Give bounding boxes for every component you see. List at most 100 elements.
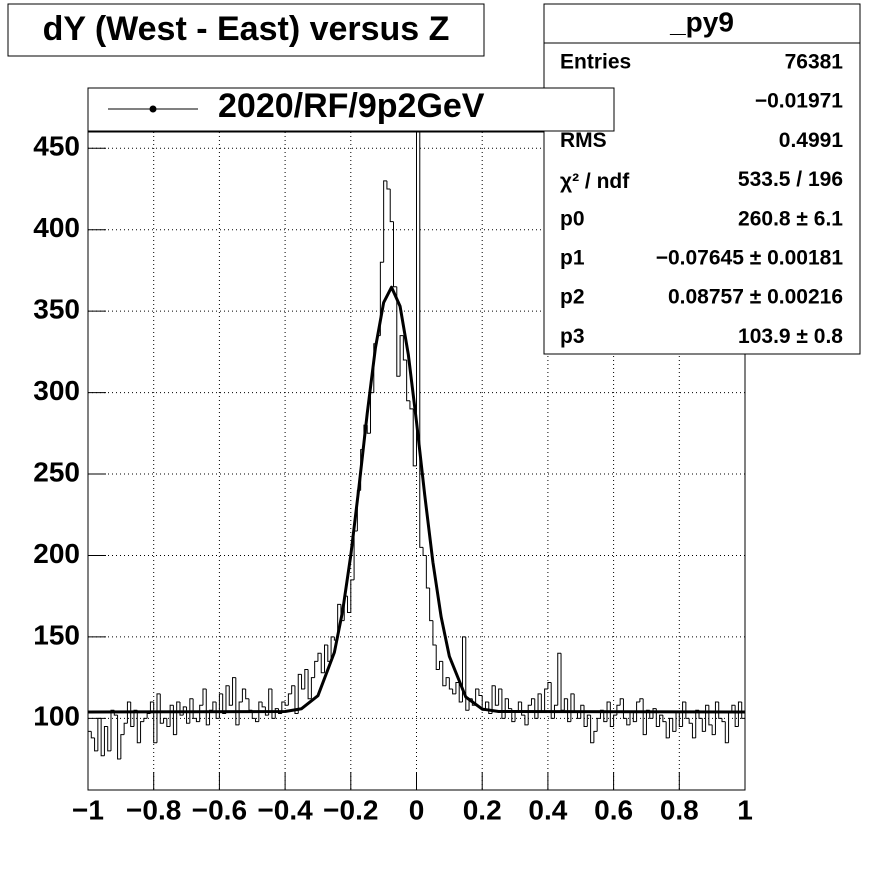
histogram-bin [232, 677, 236, 706]
histogram-bin [126, 701, 131, 724]
histogram-bin [110, 709, 115, 751]
histogram-bin [425, 555, 430, 589]
stats-label: p3 [560, 325, 585, 348]
histogram-bin [149, 701, 154, 714]
histogram-bin [202, 688, 207, 706]
histogram-bin [271, 689, 276, 719]
histogram-bin [120, 734, 125, 760]
stats-value: 103.9 ± 0.8 [738, 325, 843, 348]
histogram-bin [685, 702, 690, 719]
stats-label: RMS [560, 129, 607, 152]
stats-label: Entries [560, 51, 631, 74]
histogram-bin [274, 708, 279, 719]
histogram-bin [176, 701, 180, 735]
histogram-bin [557, 652, 562, 706]
histogram-bin [613, 714, 617, 727]
histogram-bin [567, 698, 571, 723]
histogram-bin [402, 335, 407, 361]
histogram-bin [521, 702, 525, 716]
y-tick-label: 300 [33, 375, 80, 406]
histogram-bin [396, 286, 401, 377]
histogram-bin [386, 180, 391, 190]
chart-title: dY (West - East) versus Z [43, 10, 450, 48]
histogram-bin [665, 721, 670, 739]
stats-label: p1 [560, 247, 585, 270]
histogram-bin [652, 708, 657, 719]
histogram-bin [419, 132, 424, 548]
histogram-bin [379, 261, 384, 336]
histogram-bin [366, 425, 371, 434]
histogram-bin [389, 189, 394, 223]
histogram-bin [301, 674, 305, 690]
histogram-bin [606, 701, 611, 722]
histogram-bin [320, 653, 325, 674]
histogram-bin [645, 709, 650, 735]
x-tick-label: −0.4 [257, 794, 313, 825]
histogram-bin [225, 685, 230, 714]
histogram-bin [192, 698, 197, 719]
frame [87, 131, 746, 791]
histogram-bin [235, 677, 240, 726]
histogram-bin [291, 685, 295, 694]
histogram-bin [261, 702, 266, 708]
x-tick-label: −0.8 [126, 794, 181, 825]
histogram-bin [458, 682, 463, 703]
histogram-bin [330, 636, 335, 662]
histogram-bin [97, 717, 102, 751]
histogram-bin [534, 698, 539, 719]
fit-curve [88, 285, 745, 714]
histogram-bin [307, 669, 312, 700]
histogram-bin [212, 701, 217, 711]
histogram-bin [94, 737, 98, 752]
histogram-bin [241, 688, 246, 703]
histogram-bin [399, 335, 404, 377]
histogram-bin [179, 702, 184, 716]
histogram-bin [438, 660, 443, 670]
stats-title: _py9 [669, 6, 734, 37]
histogram-bin [337, 603, 341, 641]
histogram-bin [314, 660, 318, 678]
histogram-bin [264, 706, 269, 716]
histogram-bin [245, 689, 249, 700]
histogram-bin [682, 701, 686, 727]
stats-label: p2 [560, 286, 585, 309]
histogram-bin [530, 698, 535, 706]
histogram-bin [445, 677, 450, 686]
y-tick-label: 150 [33, 619, 80, 650]
x-tick-label: 0.4 [528, 794, 567, 825]
histogram-bin [169, 704, 174, 727]
histogram-bin [304, 668, 309, 690]
histogram-bin [130, 702, 134, 727]
histogram-bin [189, 698, 194, 724]
histogram-bin [619, 698, 624, 706]
histogram-bin [590, 715, 594, 744]
y-tick-label: 400 [33, 212, 80, 243]
histogram-bin [195, 718, 200, 723]
histogram-bin [406, 360, 410, 402]
histogram-bin [268, 688, 272, 716]
histogram-bin [668, 717, 673, 738]
histogram-bin [461, 636, 466, 703]
histogram-bin [711, 724, 716, 736]
x-tick-label: −1 [72, 794, 104, 825]
histogram-bin [576, 711, 581, 719]
histogram-bin [609, 702, 614, 727]
title-box [7, 3, 485, 57]
y-tick-label: 450 [33, 131, 80, 162]
histogram-bin [350, 579, 355, 613]
histogram-bin [455, 682, 460, 694]
histogram-bin [370, 392, 374, 434]
stats-value: −0.01971 [755, 90, 843, 113]
legend: 2020/RF/9p2GeV [87, 87, 615, 132]
histogram-bin [136, 710, 141, 744]
histogram-bin [593, 730, 598, 743]
histogram-bin [317, 652, 322, 662]
histogram-bin [596, 717, 601, 732]
histogram-bin [737, 701, 742, 727]
histogram-bin [222, 693, 226, 714]
histogram-bin [284, 702, 289, 706]
x-tick-label: 0.6 [594, 794, 633, 825]
histogram-bin [452, 689, 456, 695]
histogram-bin [724, 721, 729, 744]
